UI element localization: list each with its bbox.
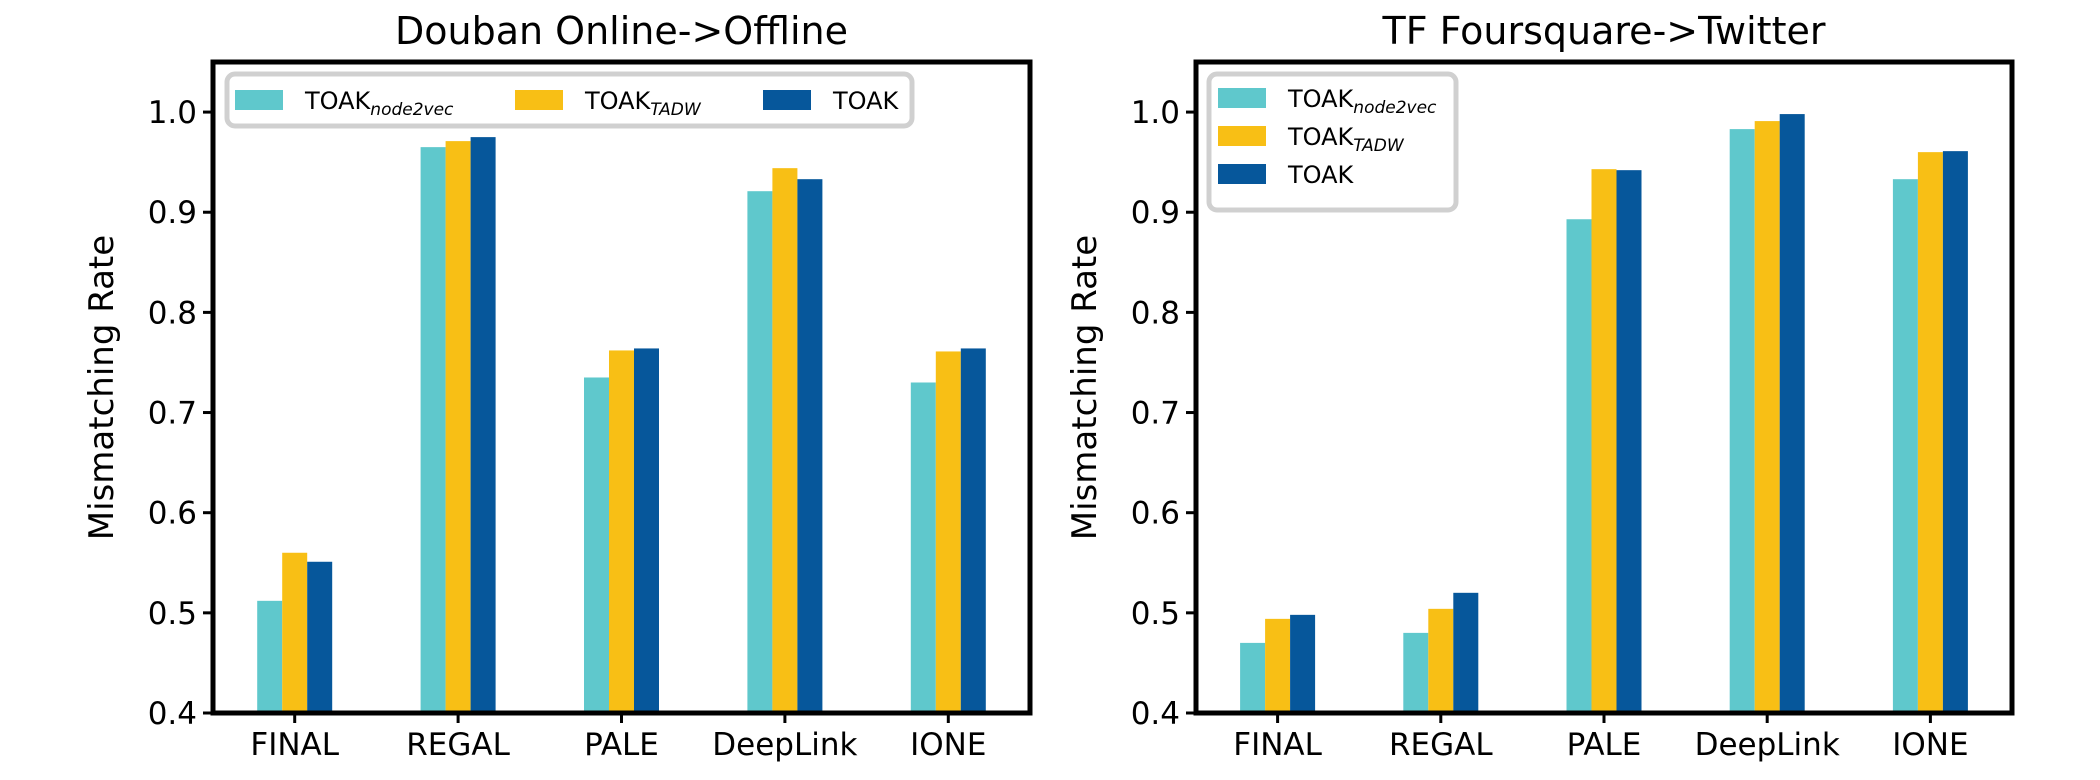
y-tick-label: 0.4 [148, 696, 197, 732]
x-tick-label: DeepLink [1695, 727, 1840, 763]
bar-toak-regal [470, 137, 496, 714]
bar-toak-tadw-final [1265, 618, 1291, 713]
legend-swatch-2 [1218, 126, 1266, 146]
chart-title: TF Foursquare->Twitter [1382, 9, 1826, 53]
bar-toak-node2vec-final [257, 600, 283, 713]
legend-label-base: TOAK [1287, 123, 1355, 151]
y-tick-label: 0.9 [1131, 195, 1180, 231]
legend-label-base: TOAK [1287, 161, 1355, 189]
plot-frame [1193, 59, 2015, 716]
legend-label-3: TOAK [1287, 161, 1355, 189]
y-tick-label: 0.5 [1131, 596, 1180, 632]
legend-swatch-2 [515, 90, 563, 110]
bar-toak-node2vec-deeplink [1729, 129, 1755, 713]
legend-swatch-1 [235, 90, 283, 110]
x-tick-label: FINAL [250, 727, 339, 763]
x-tick-label: PALE [584, 727, 659, 763]
legend-label-base: TOAK [304, 87, 372, 115]
x-tick-label: IONE [910, 727, 986, 763]
bar-toak-tadw-regal [1428, 608, 1454, 713]
bar-toak-final [307, 561, 333, 713]
legend-swatch-3 [1218, 164, 1266, 184]
bar-toak-tadw-deeplink [1754, 121, 1780, 714]
bar-toak-node2vec-final [1240, 642, 1266, 713]
y-tick-label: 0.5 [148, 596, 197, 632]
bar-toak-node2vec-regal [1403, 632, 1429, 713]
y-tick-label: 0.6 [148, 496, 197, 532]
legend-label-2: TOAKTADW [584, 87, 702, 120]
plot-frame [210, 59, 1033, 716]
y-tick-label: 1.0 [1131, 95, 1180, 131]
x-tick-label: FINAL [1233, 727, 1322, 763]
y-tick-label: 0.9 [148, 195, 197, 231]
chart-title: Douban Online->Offline [395, 9, 848, 53]
x-tick-label: PALE [1567, 727, 1642, 763]
bar-toak-tadw-ione [1917, 152, 1943, 714]
bar-toak-deeplink [1779, 114, 1805, 713]
bar-toak-node2vec-pale [584, 377, 609, 713]
legend-box [224, 71, 915, 129]
x-tick-label: REGAL [1389, 727, 1493, 763]
bar-toak-node2vec-pale [1566, 219, 1592, 714]
legend-label-base: TOAK [1287, 85, 1355, 113]
legend-swatch-1 [1218, 88, 1266, 108]
x-tick-label: DeepLink [712, 727, 857, 763]
bar-toak-regal [1453, 592, 1479, 713]
bar-toak-node2vec-ione [910, 382, 936, 713]
bar-toak-pale [1616, 170, 1642, 714]
bar-toak-ione [1942, 151, 1968, 714]
y-tick-label: 0.8 [1131, 295, 1180, 331]
legend-label-1: TOAKnode2vec [304, 87, 454, 120]
y-tick-label: 0.4 [1131, 696, 1180, 732]
legend-label-base: TOAK [832, 87, 900, 115]
y-tick-label: 0.7 [148, 396, 197, 432]
legend-label-base: TOAK [584, 87, 652, 115]
legend-label-subscript: node2vec [370, 100, 454, 120]
y-tick-label: 0.7 [1131, 396, 1180, 432]
legend-label-1: TOAKnode2vec [1287, 85, 1437, 118]
x-tick-label: IONE [1892, 727, 1968, 763]
x-tick-label: REGAL [406, 727, 510, 763]
bar-toak-tadw-final [282, 552, 308, 713]
bar-toak-tadw-pale [1591, 169, 1617, 713]
y-axis-label: Mismatching Rate [1065, 235, 1105, 540]
legend-label-subscript: TADW [650, 100, 702, 120]
bar-toak-tadw-ione [935, 351, 961, 713]
y-tick-label: 1.0 [148, 95, 197, 131]
bar-toak-pale [634, 348, 659, 713]
y-tick-label: 0.8 [148, 295, 197, 331]
legend-swatch-3 [763, 90, 811, 110]
legend-label-subscript: TADW [1353, 136, 1405, 156]
bar-toak-deeplink [797, 179, 823, 713]
y-axis-label: Mismatching Rate [82, 235, 122, 540]
bar-toak-tadw-deeplink [772, 168, 798, 713]
bar-toak-ione [960, 348, 986, 713]
y-tick-label: 0.6 [1131, 496, 1180, 532]
bar-toak-tadw-regal [445, 141, 471, 714]
legend-label-2: TOAKTADW [1287, 123, 1405, 156]
bar-toak-node2vec-regal [420, 147, 446, 714]
bar-toak-node2vec-deeplink [747, 191, 773, 713]
legend-box [1206, 71, 1459, 213]
legend-label-3: TOAK [832, 87, 900, 115]
bar-toak-final [1290, 614, 1316, 713]
bar-toak-tadw-pale [609, 350, 634, 713]
chart-panel-2: TF Foursquare->Twitter Mismatching Rate 0.… [1065, 9, 2015, 763]
bar-toak-node2vec-ione [1892, 179, 1918, 713]
chart-panel-1: Douban Online->Offline Mismatching Rate 0.… [82, 9, 1033, 763]
legend-label-subscript: node2vec [1353, 98, 1437, 118]
